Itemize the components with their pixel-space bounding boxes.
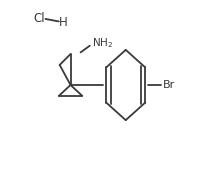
Text: Br: Br bbox=[163, 80, 176, 90]
Text: H: H bbox=[59, 16, 67, 29]
Text: NH$_2$: NH$_2$ bbox=[92, 36, 113, 50]
Text: Cl: Cl bbox=[34, 12, 45, 25]
